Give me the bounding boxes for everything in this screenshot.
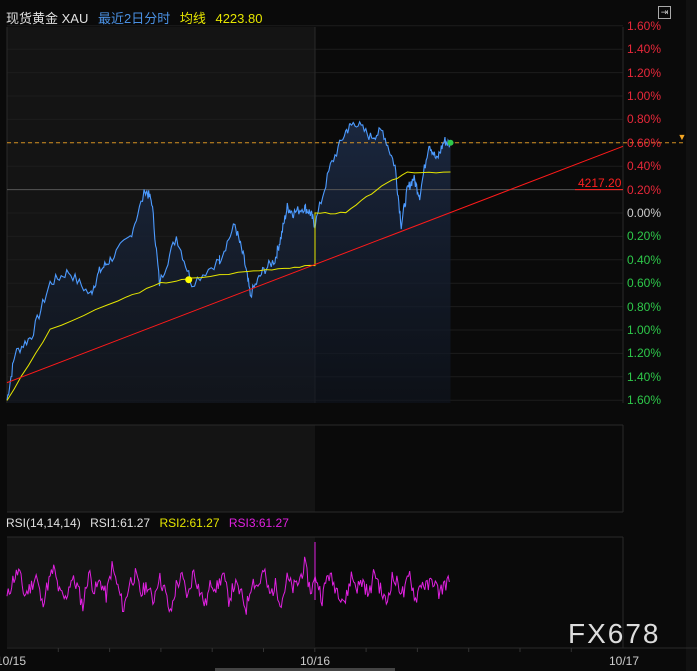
y-tick-label: 0.40%: [627, 159, 662, 174]
average-marker: [185, 276, 193, 284]
instrument-name: 现货黄金 XAU: [6, 11, 89, 26]
rsi3-line: [6, 556, 450, 615]
y-tick-label: 1.20%: [627, 65, 662, 80]
price-area: [7, 121, 451, 403]
series-layer: ▼: [6, 120, 687, 403]
y-tick-label: 1.40%: [627, 369, 662, 384]
day1-shade-mid: [7, 425, 315, 512]
trendline: [6, 145, 624, 384]
y-tick-label: 0.20%: [627, 229, 662, 244]
y-tick-label: 0.60%: [627, 135, 662, 150]
panel-expand-icon[interactable]: ⇥: [658, 6, 671, 19]
watermark-logo: FX678: [568, 618, 661, 649]
y-tick-label: 0.00%: [627, 206, 662, 220]
avg-label: 均线: [179, 11, 206, 26]
period-selector[interactable]: 最近2日分时: [97, 11, 171, 26]
right-panel: [686, 0, 697, 671]
x-tick-10-17: 10/17: [609, 654, 640, 668]
rsi1-legend: RSI1:61.27: [90, 516, 151, 530]
y-tick-label: 0.80%: [627, 112, 662, 127]
rsi-title: RSI(14,14,14): [6, 516, 81, 530]
y-tick-label: 0.80%: [627, 299, 662, 314]
y-tick-label: 1.40%: [627, 42, 662, 57]
x-tick-10-16: 10/16: [300, 654, 331, 668]
chart-header: 现货黄金 XAU 最近2日分时 均线 4223.80: [6, 8, 268, 27]
rsi-legend: RSI(14,14,14) RSI1:61.27 RSI2:61.27 RSI3…: [6, 516, 295, 530]
rsi-layer: [6, 542, 450, 615]
day1-shade-rsi: [7, 537, 315, 647]
y-tick-label: 0.20%: [627, 182, 662, 197]
x-tick-10-15: 10/15: [0, 654, 27, 668]
avg-value: 4223.80: [215, 11, 263, 26]
y-tick-label: 0.60%: [627, 276, 662, 291]
last-price-marker: [447, 139, 454, 146]
y-tick-label: 1.00%: [627, 323, 662, 337]
y-tick-label: 0.40%: [627, 252, 662, 267]
y-tick-label: 1.20%: [627, 346, 662, 361]
rsi2-legend: RSI2:61.27: [159, 516, 220, 530]
reference-line-label: 4217.20: [578, 176, 622, 190]
y-tick-label: 1.60%: [627, 393, 662, 408]
y-tick-label: 1.00%: [627, 89, 662, 103]
y-tick-label: 1.60%: [627, 18, 662, 33]
scrollbar[interactable]: [215, 668, 395, 671]
average-line: [6, 171, 451, 401]
rsi3-legend: RSI3:61.27: [228, 516, 289, 530]
price-line: [6, 120, 452, 401]
last-price-arrow-icon: ▼: [678, 132, 687, 142]
